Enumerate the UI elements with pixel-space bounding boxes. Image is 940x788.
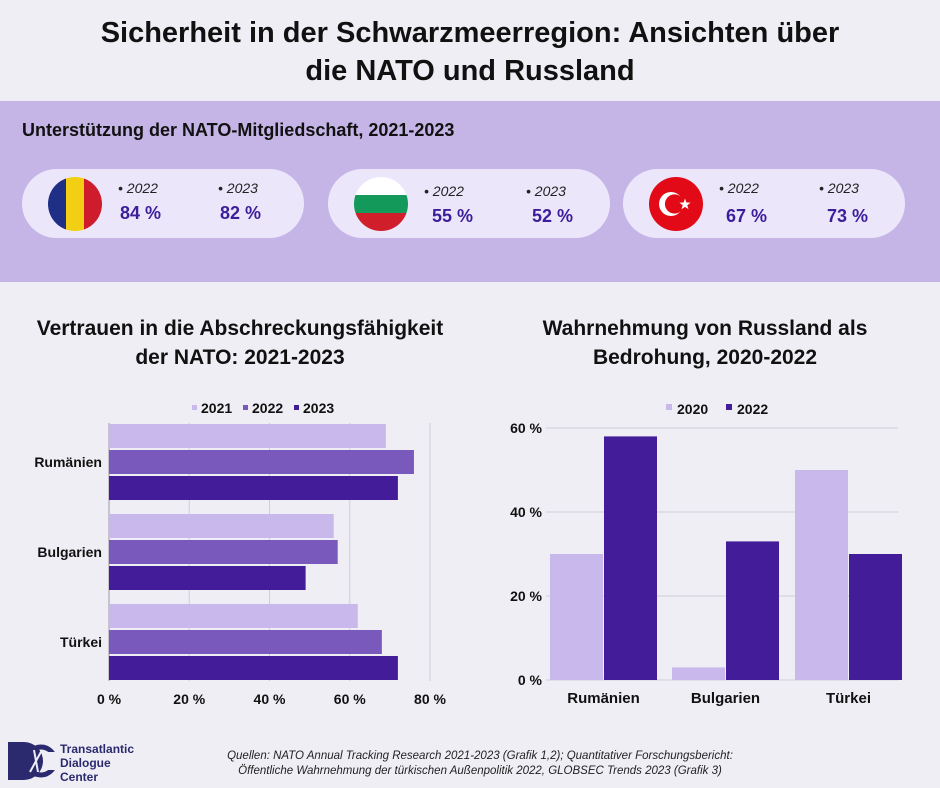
bar xyxy=(604,436,657,680)
legend-marker xyxy=(666,404,672,410)
bar xyxy=(109,604,358,628)
membership-title: Unterstützung der NATO-Mitgliedschaft, 2… xyxy=(22,120,455,140)
category-label: Türkei xyxy=(826,690,871,707)
percent-value: 84 % xyxy=(120,203,162,223)
year-label: • 2022 xyxy=(719,180,759,196)
legend-label: 2022 xyxy=(252,400,283,416)
year-label: • 2023 xyxy=(526,183,566,199)
source-line-1: Quellen: NATO Annual Tracking Research 2… xyxy=(227,750,733,762)
legend-label: 2023 xyxy=(303,400,334,416)
legend-marker xyxy=(294,405,299,410)
bar xyxy=(109,656,398,680)
category-label: Rumänien xyxy=(567,690,640,707)
source-line-2: Öffentliche Wahrnehmung der türkischen A… xyxy=(238,765,722,777)
threat-chart-title-line-1: Wahrnehmung von Russland als xyxy=(542,317,868,340)
threat-chart-title: Wahrnehmung von Russland als Bedrohung, … xyxy=(480,314,930,372)
legend-marker xyxy=(243,405,248,410)
bar xyxy=(550,554,603,680)
legend-label: 2022 xyxy=(737,401,768,417)
romania-flag-icon xyxy=(48,177,102,231)
year-label: • 2022 xyxy=(424,183,464,199)
membership-card-turkey: • 2022 67 % • 2023 73 % xyxy=(623,169,905,238)
y-tick-label: 60 % xyxy=(510,420,542,436)
membership-card-romania: • 2022 84 % • 2023 82 % xyxy=(22,169,304,238)
threat-bar-chart: 0 % 20 % 40 % 60 % 2020 2022 Rumänien Bulgarien… xyxy=(510,401,902,707)
bar xyxy=(109,566,306,590)
bar xyxy=(109,630,382,654)
bar xyxy=(109,514,334,538)
year-label: • 2022 xyxy=(118,180,158,196)
y-tick-label: 40 % xyxy=(510,504,542,520)
category-label: Bulgarien xyxy=(37,544,102,560)
legend-marker xyxy=(192,405,197,410)
bulgaria-flag-icon xyxy=(354,177,408,231)
membership-card-bulgaria: • 2022 55 % • 2023 52 % xyxy=(328,169,610,238)
turkey-flag-icon xyxy=(649,177,703,231)
x-tick-label: 80 % xyxy=(414,691,446,707)
y-tick-label: 20 % xyxy=(510,588,542,604)
deterrence-chart-title: Vertrauen in die Abschreckungsfähigkeit … xyxy=(10,314,470,372)
transatlantic-dialogue-center-logo xyxy=(8,742,62,780)
bar xyxy=(109,540,338,564)
logo-text: Transatlantic Dialogue Center xyxy=(60,742,134,784)
logo-text-line-2: Dialogue xyxy=(60,756,111,770)
deterrence-chart-title-line-2: der NATO: 2021-2023 xyxy=(135,346,345,369)
legend-label: 2021 xyxy=(201,400,232,416)
category-label: Rumänien xyxy=(34,454,102,470)
legend-label: 2020 xyxy=(677,401,708,417)
percent-value: 55 % xyxy=(432,206,474,226)
page-title: Sicherheit in der Schwarzmeerregion: Ans… xyxy=(0,14,940,90)
logo-text-line-3: Center xyxy=(60,770,99,784)
year-label: • 2023 xyxy=(819,180,859,196)
bar xyxy=(109,476,398,500)
legend-marker xyxy=(726,404,732,410)
x-tick-label: 20 % xyxy=(173,691,205,707)
percent-value: 82 % xyxy=(220,203,262,223)
deterrence-bar-chart: 0 % 20 % 40 % 60 % 80 % 2021 2022 2023 Rumänien B… xyxy=(34,400,446,707)
x-tick-label: 0 % xyxy=(97,691,122,707)
bar xyxy=(849,554,902,680)
page-title-line-1: Sicherheit in der Schwarzmeerregion: Ans… xyxy=(100,17,840,49)
category-label: Türkei xyxy=(60,634,102,650)
deterrence-chart-title-line-1: Vertrauen in die Abschreckungsfähigkeit xyxy=(36,317,444,340)
bar xyxy=(109,450,414,474)
year-label: • 2023 xyxy=(218,180,258,196)
x-tick-label: 60 % xyxy=(334,691,366,707)
percent-value: 67 % xyxy=(726,206,768,226)
bar xyxy=(109,424,386,448)
threat-chart-title-line-2: Bedrohung, 2020-2022 xyxy=(592,346,818,369)
percent-value: 52 % xyxy=(532,206,574,226)
bar xyxy=(726,541,779,680)
bar xyxy=(672,667,725,680)
source-note: Quellen: NATO Annual Tracking Research 2… xyxy=(200,749,760,779)
x-tick-label: 40 % xyxy=(254,691,286,707)
bar xyxy=(795,470,848,680)
page-title-line-2: die NATO und Russland xyxy=(305,55,635,87)
percent-value: 73 % xyxy=(827,206,869,226)
logo-text-line-1: Transatlantic xyxy=(60,742,135,756)
y-tick-label: 0 % xyxy=(518,672,543,688)
category-label: Bulgarien xyxy=(691,690,760,707)
